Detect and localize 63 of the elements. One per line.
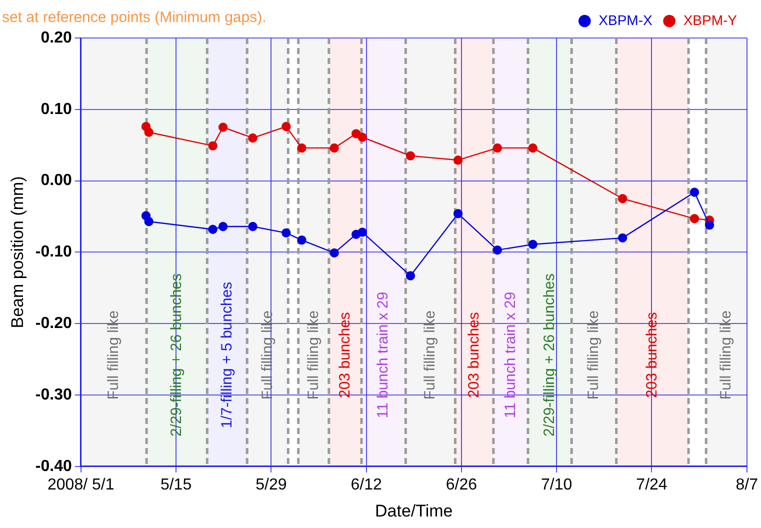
point: [453, 209, 463, 218]
x-tick-label: 6/12: [350, 476, 382, 494]
point: [358, 132, 367, 142]
x-tick-label: 5/29: [256, 476, 287, 494]
point: [528, 240, 538, 249]
y-tick-label: -0.10: [35, 244, 72, 261]
point: [282, 228, 291, 238]
band-label: Full filling like: [718, 310, 735, 400]
point: [618, 194, 628, 204]
point: [218, 222, 228, 232]
point: [528, 143, 538, 153]
y-tick-label: -0.30: [35, 386, 72, 404]
point: [282, 122, 291, 132]
point: [297, 143, 306, 153]
point: [618, 233, 628, 243]
x-tick-label: 7/10: [541, 476, 572, 494]
point: [297, 235, 306, 245]
point: [492, 143, 502, 153]
point: [208, 224, 218, 234]
text: set at reference points (Minimum gaps).: [2, 9, 266, 26]
band-label: 2/29-filling + 26 bunches: [540, 274, 558, 437]
point: [690, 188, 700, 197]
point: [453, 155, 463, 165]
point: [406, 271, 416, 280]
point: [218, 122, 228, 132]
legend-label: XBPM-X: [598, 12, 653, 28]
band-label: 11 bunch train x 29: [374, 292, 392, 418]
band-label: Full filling like: [422, 310, 439, 400]
x-tick-label: 7/24: [636, 476, 668, 494]
point: [144, 128, 154, 137]
legend-label: XBPM-Y: [683, 12, 738, 28]
band-label: 203 bunches: [465, 312, 482, 398]
x-tick-label: 8/7: [736, 476, 758, 494]
point: [358, 228, 367, 237]
point: [248, 222, 258, 232]
y-axis-title: Beam position (mm): [8, 176, 27, 328]
point: [704, 220, 714, 230]
band-label: Full filling like: [104, 310, 122, 400]
y-tick-label: 0.20: [40, 29, 72, 46]
band-label: 203 bunches: [644, 312, 661, 398]
band-label: Full filling like: [585, 310, 602, 400]
band-label: Full filling like: [304, 310, 322, 400]
point: [330, 248, 339, 258]
y-tick-label: -0.20: [35, 315, 72, 332]
band-label: 2/29-filling + 26 bunches: [168, 274, 186, 437]
band-label: 1/7-filling + 5 bunches: [218, 282, 236, 428]
y-tick-label: -0.40: [35, 458, 72, 475]
band-label: 11 bunch train x 29: [502, 292, 519, 418]
x-axis-title: Date/Time: [374, 501, 453, 520]
point: [492, 245, 502, 255]
x-tick-label: 2008/ 5/1: [48, 476, 114, 494]
point: [406, 151, 416, 160]
y-tick-label: 0.00: [40, 172, 72, 190]
band-label: 203 bunches: [336, 312, 354, 398]
point: [208, 141, 218, 150]
y-tick-label: 0.10: [40, 100, 72, 118]
point: [144, 216, 154, 226]
x-tick-label: 5/15: [160, 476, 192, 494]
band-label: Full filling like: [258, 310, 276, 400]
point: [248, 133, 258, 143]
x-tick-label: 6/26: [446, 476, 478, 494]
point: [690, 214, 700, 224]
point: [330, 143, 339, 153]
